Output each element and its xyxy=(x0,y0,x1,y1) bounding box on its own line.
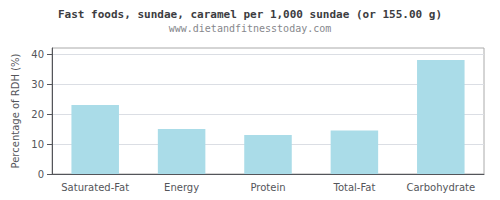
svg-text:Saturated-Fat: Saturated-Fat xyxy=(61,182,129,193)
svg-text:www.dietandfitnesstoday.com: www.dietandfitnesstoday.com xyxy=(169,23,332,34)
svg-text:Fast foods, sundae, caramel pe: Fast foods, sundae, caramel per 1,000 su… xyxy=(58,8,442,21)
svg-text:40: 40 xyxy=(31,49,44,60)
svg-text:Energy: Energy xyxy=(164,182,199,193)
svg-text:Percentage of RDH (%): Percentage of RDH (%) xyxy=(10,53,21,168)
svg-text:30: 30 xyxy=(31,79,44,90)
svg-text:Total-Fat: Total-Fat xyxy=(332,182,375,193)
svg-text:Protein: Protein xyxy=(250,182,285,193)
svg-text:10: 10 xyxy=(31,139,44,150)
svg-text:0: 0 xyxy=(38,169,44,180)
svg-text:Carbohydrate: Carbohydrate xyxy=(406,182,475,193)
svg-text:20: 20 xyxy=(31,109,44,120)
